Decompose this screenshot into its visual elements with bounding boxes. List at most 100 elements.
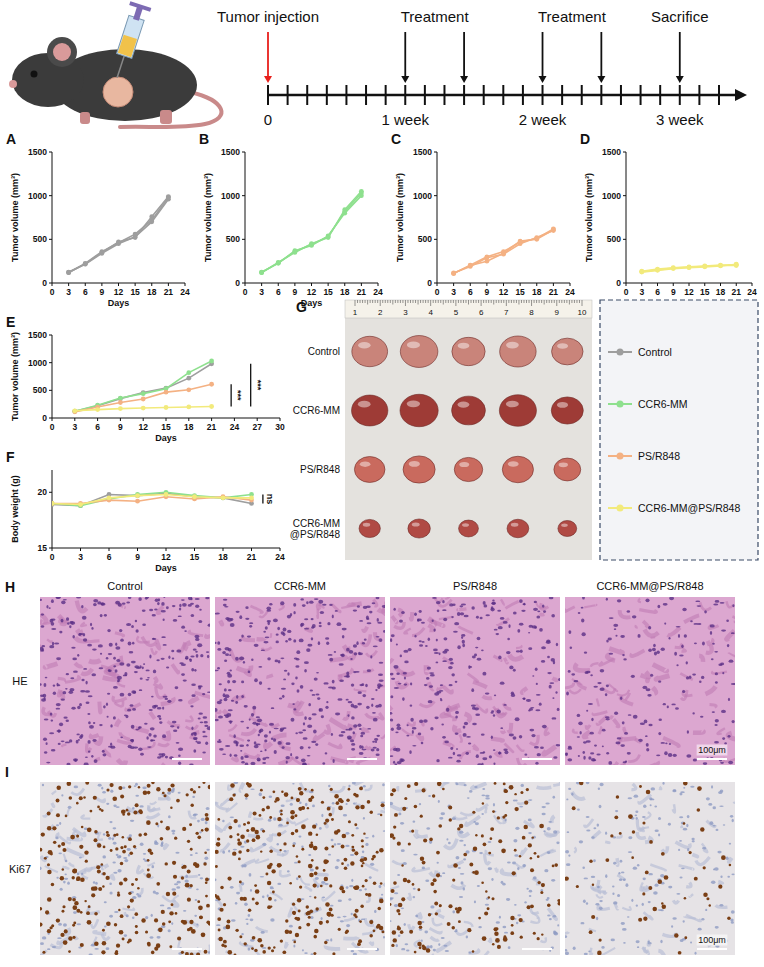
nucleus — [319, 625, 322, 627]
nucleus — [421, 742, 424, 745]
nucleus — [207, 691, 210, 693]
nucleus — [715, 672, 718, 675]
tissue-fiber — [162, 763, 167, 765]
ruler-tick — [355, 300, 356, 306]
ruler-tick — [415, 300, 416, 303]
x-tick-label: 3 — [66, 287, 71, 297]
tissue-fiber — [541, 614, 544, 615]
tissue-fiber — [727, 631, 735, 640]
nucleus — [233, 734, 235, 738]
timeline-arrow — [679, 32, 681, 77]
tissue-fiber — [116, 720, 120, 727]
y-tick — [623, 283, 626, 284]
nucleus — [390, 755, 393, 757]
y-tick-label: 0 — [42, 413, 47, 423]
nucleus — [665, 743, 667, 745]
nucleus — [147, 677, 150, 679]
nucleus — [307, 644, 312, 647]
nucleus — [358, 691, 362, 694]
nucleus — [157, 707, 162, 710]
nucleus — [648, 724, 652, 726]
timeline-arrowhead — [264, 76, 272, 83]
nucleus — [349, 650, 353, 654]
tissue-fiber — [206, 631, 210, 637]
nucleus — [300, 685, 304, 689]
nucleus — [92, 648, 97, 650]
nucleus — [56, 597, 61, 599]
nucleus — [409, 750, 412, 754]
y-tick-label: 0 — [42, 278, 47, 288]
timeline-day-tick — [679, 85, 681, 105]
ruler-tick — [443, 300, 444, 305]
nucleus — [309, 601, 314, 604]
nucleus — [292, 703, 295, 705]
nucleus — [315, 743, 318, 746]
timeline-day-tick — [640, 85, 642, 105]
column-title: PS/R848 — [453, 580, 497, 592]
nucleus — [329, 658, 333, 662]
nucleus — [251, 713, 254, 717]
y-tick — [49, 152, 52, 153]
nucleus — [638, 739, 643, 742]
nucleus — [695, 600, 700, 602]
nucleus — [542, 725, 547, 729]
tissue-fiber — [645, 630, 659, 636]
series-marker — [221, 495, 226, 500]
nucleus — [593, 686, 598, 688]
nucleus — [199, 609, 202, 611]
nucleus — [674, 652, 677, 656]
tumor — [558, 521, 577, 537]
nucleus — [460, 605, 464, 607]
nucleus — [205, 597, 209, 599]
nucleus — [50, 713, 53, 716]
nucleus — [547, 656, 550, 659]
nucleus — [295, 732, 298, 734]
nucleus — [190, 705, 193, 707]
tissue-fiber — [667, 628, 679, 636]
tissue-fiber — [363, 669, 374, 672]
nucleus — [417, 618, 422, 621]
nucleus — [645, 598, 649, 602]
nucleus — [300, 598, 303, 600]
tissue-fiber — [249, 717, 266, 725]
nucleus — [281, 688, 286, 690]
tumor — [354, 457, 385, 483]
nucleus — [88, 751, 91, 753]
nucleus — [322, 604, 326, 606]
nucleus — [414, 612, 417, 615]
nucleus — [700, 716, 703, 718]
nucleus — [198, 620, 202, 623]
nucleus — [156, 659, 159, 661]
tissue-fiber — [599, 727, 601, 734]
tissue-fiber — [508, 723, 511, 732]
nucleus — [80, 690, 85, 693]
nucleus — [508, 624, 510, 628]
tissue-fiber — [693, 731, 704, 733]
nucleus — [128, 693, 132, 696]
ruler-number: 4 — [428, 308, 433, 317]
nucleus — [314, 677, 318, 680]
series-marker — [107, 495, 112, 500]
nucleus — [399, 758, 403, 762]
tissue-fiber — [382, 731, 385, 739]
x-tick — [151, 283, 152, 286]
ruler-tick — [400, 300, 401, 303]
nucleus — [204, 721, 208, 723]
x-tick-label: 21 — [164, 287, 174, 297]
nucleus — [429, 685, 433, 688]
tissue-fiber — [573, 729, 578, 733]
timeline-day-tick — [600, 85, 602, 105]
nucleus — [150, 727, 155, 730]
nucleus — [615, 635, 617, 637]
nucleus — [138, 597, 141, 601]
ruler-tick — [536, 300, 537, 303]
tissue-fiber — [656, 676, 669, 680]
tissue-fiber — [412, 628, 424, 636]
nucleus — [147, 746, 151, 748]
nucleus — [88, 721, 91, 724]
nucleus — [457, 754, 461, 756]
tumor-highlight — [561, 524, 568, 527]
x-tick — [257, 418, 258, 421]
tissue-fiber — [516, 646, 521, 649]
nucleus — [142, 666, 144, 669]
